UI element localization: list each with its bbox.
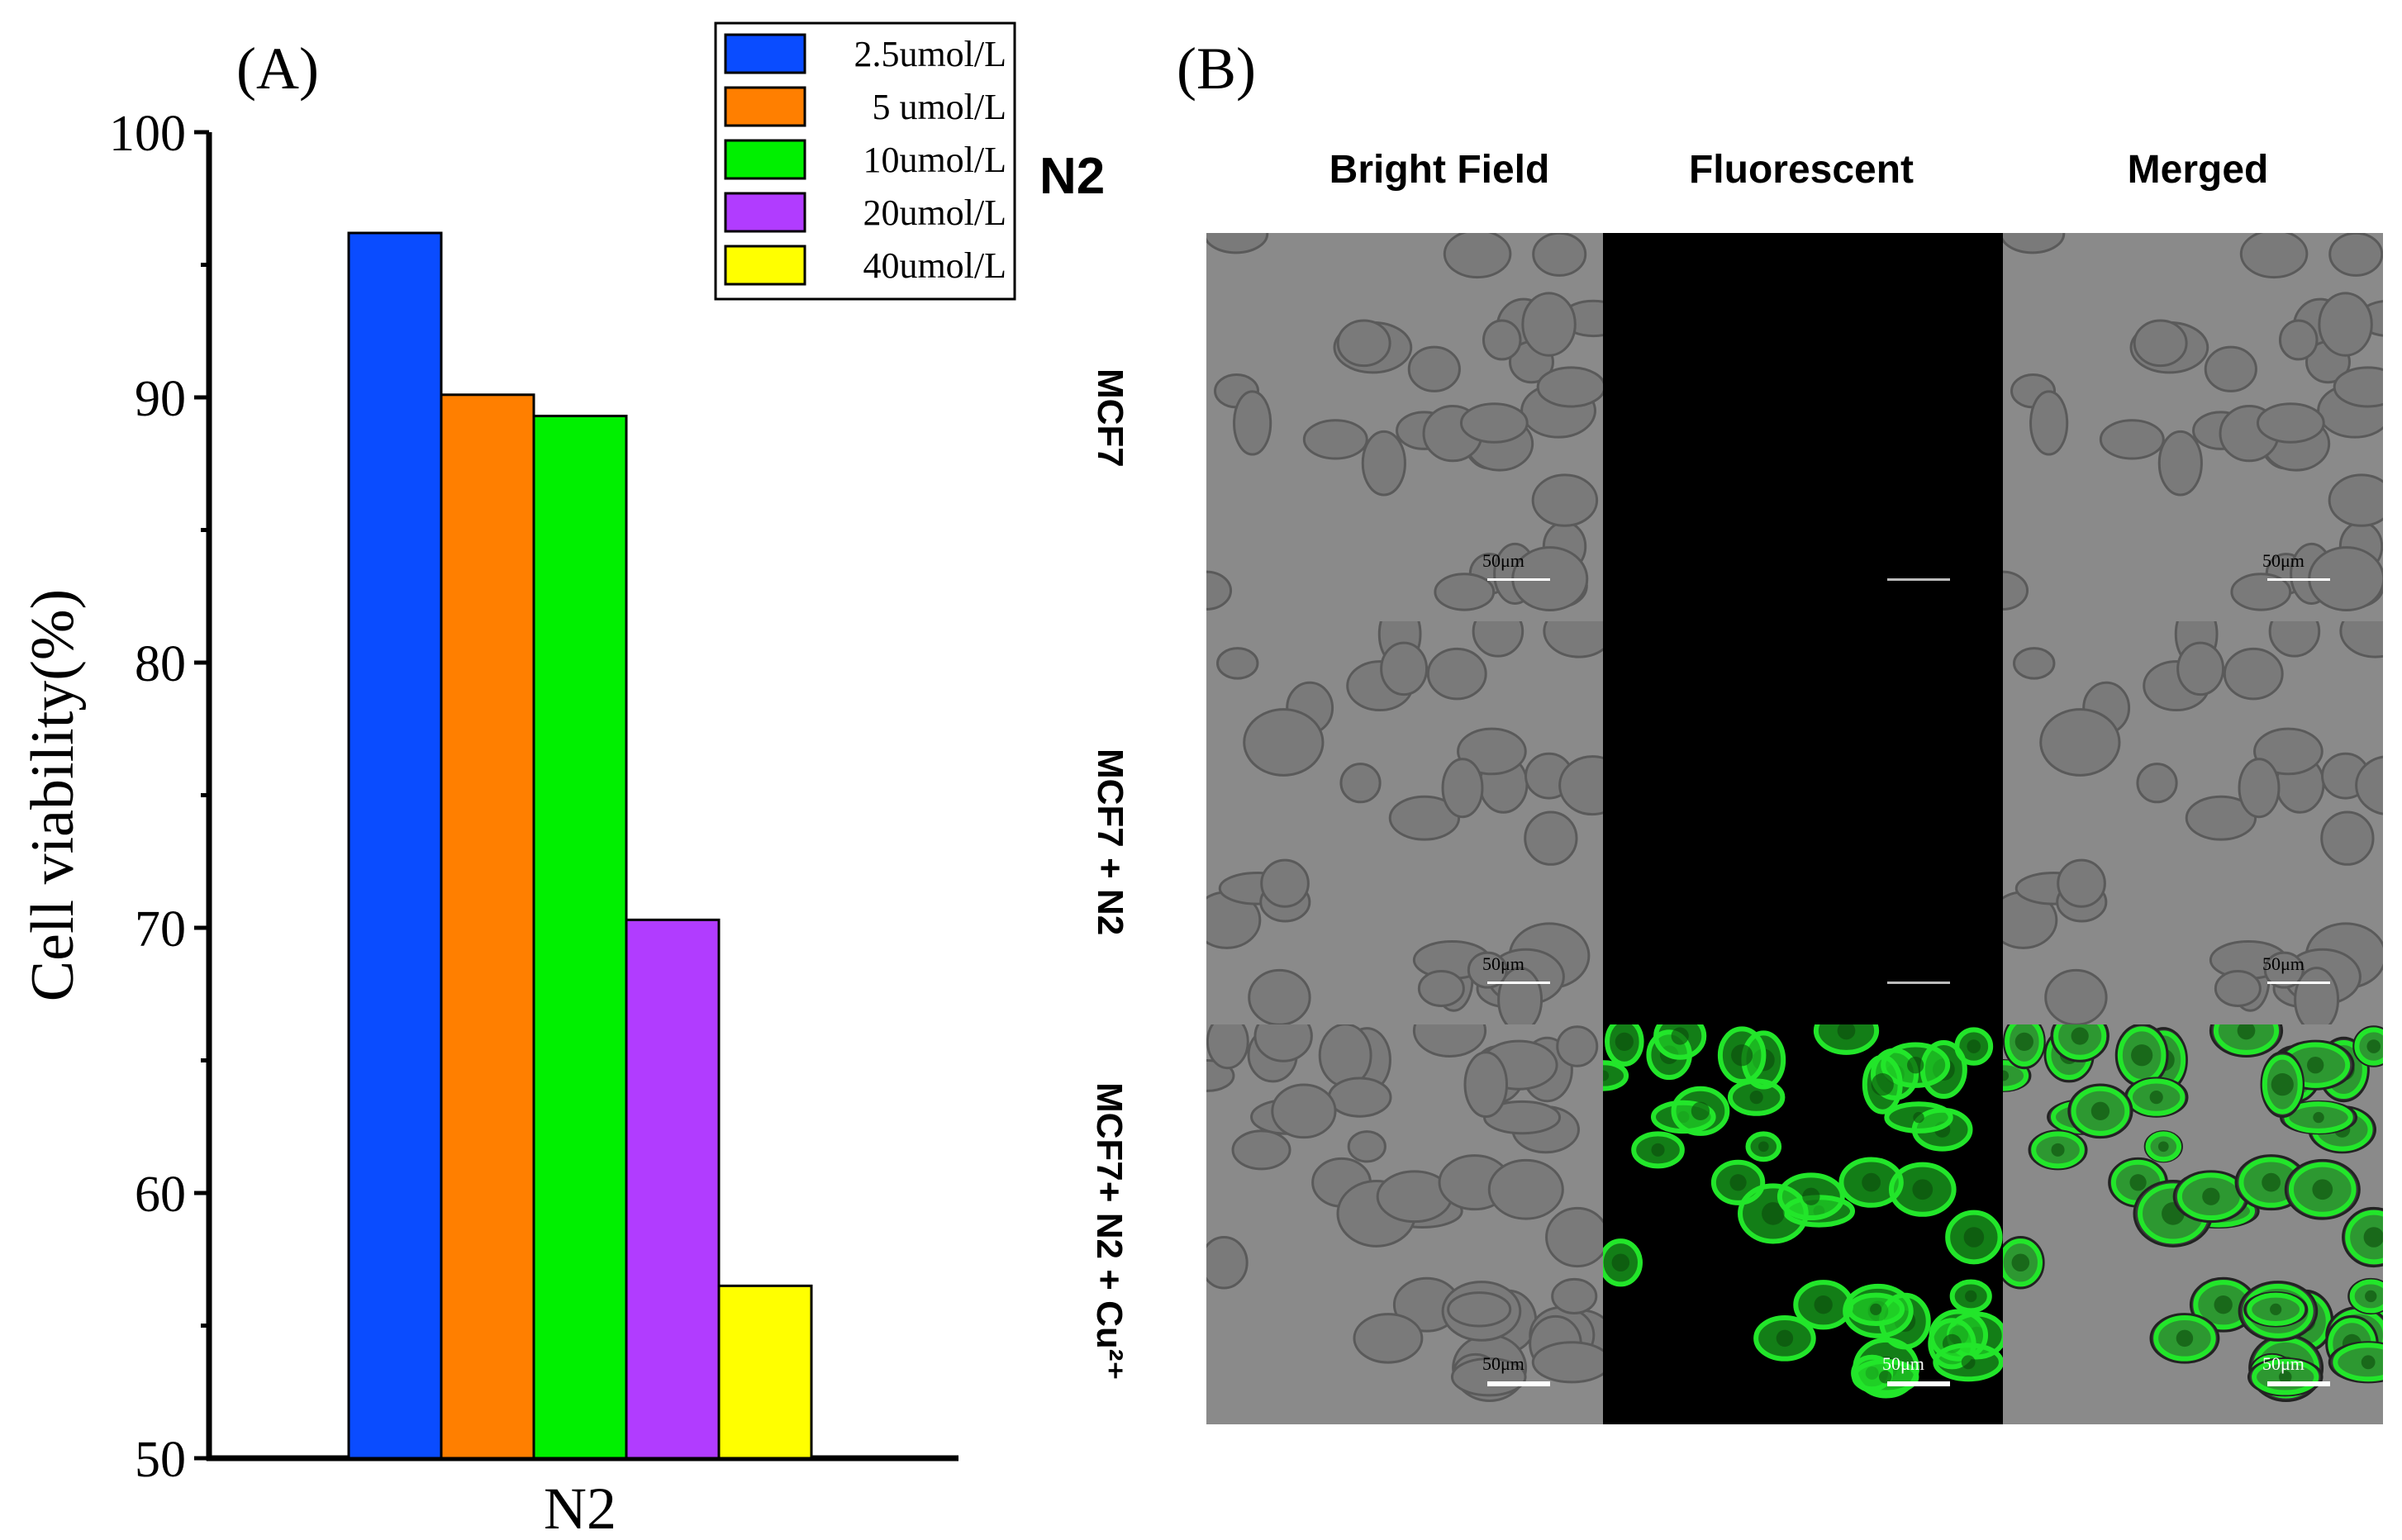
micrograph-image bbox=[2003, 621, 2383, 1024]
micrograph-merged-row1: 50μm bbox=[2003, 233, 2383, 621]
micrograph-image bbox=[1887, 578, 1950, 581]
micrograph-image bbox=[2003, 1024, 2383, 1402]
micrograph-image bbox=[1887, 982, 1950, 984]
y-tick-label: 80 bbox=[135, 636, 186, 692]
scale-bar bbox=[2267, 578, 2330, 581]
bar-40umol-l bbox=[717, 1284, 813, 1460]
bar-20umol-l bbox=[625, 918, 721, 1460]
scale-bar-label: 50μm bbox=[2262, 953, 2304, 974]
micrograph-image bbox=[1206, 621, 1603, 1024]
micrograph-image bbox=[1603, 1024, 2003, 1399]
scale-bar-label: 50μm bbox=[2262, 550, 2304, 571]
legend-swatch bbox=[724, 33, 806, 74]
micrograph-bright-field-row1: 50μm bbox=[1206, 233, 1603, 621]
scale-bar-label: 50μm bbox=[2262, 1353, 2304, 1374]
scale-bar bbox=[2267, 982, 2330, 984]
scale-bar-label: 50μm bbox=[1482, 953, 1524, 974]
scale-bar-label: 50μm bbox=[1482, 550, 1524, 571]
y-tick-label: 90 bbox=[135, 371, 186, 427]
legend-label: 40umol/L bbox=[863, 245, 1006, 286]
scale-bar bbox=[2267, 1381, 2330, 1386]
row-label-mcf7-n2-cu: MCF7+ N2 + Cu²⁺ bbox=[1089, 1082, 1130, 1381]
bars bbox=[347, 231, 813, 1460]
legend-label: 2.5umol/L bbox=[854, 34, 1006, 74]
scale-bar-label: 50μm bbox=[1482, 1353, 1524, 1374]
micrograph-fluorescent-row3: 50μm bbox=[1603, 1024, 2003, 1424]
micrograph-image bbox=[1206, 1024, 1603, 1402]
legend-label: 10umol/L bbox=[863, 140, 1006, 180]
row-label-mcf7-n2: MCF7 + N2 bbox=[1090, 749, 1130, 936]
legend: 2.5umol/L 5 umol/L 10umol/L 20umol/L 40umol/… bbox=[714, 21, 1016, 301]
scale-bar bbox=[1887, 578, 1950, 581]
micrograph-image bbox=[1206, 233, 1603, 612]
micrograph-merged-row3: 50μm bbox=[2003, 1024, 2383, 1424]
legend-label: 20umol/L bbox=[863, 192, 1006, 233]
micrograph-bright-field-row2: 50μm bbox=[1206, 621, 1603, 1024]
micrograph-fluorescent-row1 bbox=[1603, 233, 2003, 621]
micrograph-fluorescent-row2 bbox=[1603, 621, 2003, 1024]
micrograph-image bbox=[2003, 233, 2383, 612]
micrograph-merged-row2: 50μm bbox=[2003, 621, 2383, 1024]
column-header-fluorescent: Fluorescent bbox=[1688, 148, 1914, 192]
x-category-label: N2 bbox=[544, 1476, 616, 1540]
scale-bar bbox=[1487, 1381, 1550, 1386]
column-header-bright-field: Bright Field bbox=[1329, 148, 1550, 192]
scale-bar bbox=[1887, 1381, 1950, 1386]
micrograph-bright-field-row3: 50μm bbox=[1206, 1024, 1603, 1424]
scale-bar bbox=[1487, 578, 1550, 581]
y-tick-label: 100 bbox=[109, 106, 186, 162]
legend-swatch bbox=[724, 245, 806, 286]
y-axis-title: Cell viability(%) bbox=[19, 589, 87, 1001]
scale-bar bbox=[1487, 982, 1550, 984]
y-tick-label: 50 bbox=[135, 1432, 186, 1488]
scale-bar bbox=[1887, 982, 1950, 984]
y-tick-label: 60 bbox=[135, 1167, 186, 1223]
bar-10umol-l bbox=[532, 414, 628, 1460]
legend-swatch bbox=[724, 139, 806, 180]
row-label-mcf7: MCF7 bbox=[1090, 368, 1130, 468]
y-tick-label: 70 bbox=[135, 901, 186, 958]
column-header-merged: Merged bbox=[2127, 148, 2269, 192]
panel-a-label: (A) bbox=[236, 36, 319, 102]
scale-bar-label: 50μm bbox=[1882, 1353, 1924, 1374]
legend-label: 5 umol/L bbox=[872, 87, 1006, 127]
bar-5umol-l bbox=[440, 393, 535, 1460]
bar-2.5umol-l bbox=[347, 231, 443, 1460]
panel-b-label: (B) bbox=[1177, 36, 1256, 102]
legend-swatch bbox=[724, 192, 806, 233]
legend-swatch bbox=[724, 86, 806, 127]
microscopy-title: N2 bbox=[1039, 148, 1106, 205]
